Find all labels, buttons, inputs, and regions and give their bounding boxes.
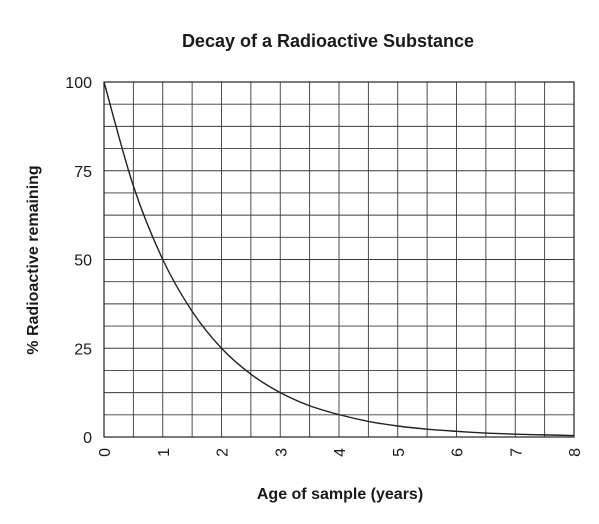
x-tick-label: 1: [156, 448, 173, 457]
y-tick-label: 0: [83, 430, 92, 447]
y-tick-label: 25: [74, 341, 92, 358]
y-axis-label: % Radioactive remaining: [25, 165, 42, 354]
x-tick-label: 5: [391, 448, 408, 457]
x-tick-label: 0: [97, 448, 114, 457]
x-axis-label: Age of sample (years): [257, 486, 423, 503]
x-tick-label: 8: [567, 448, 584, 457]
x-tick-label: 7: [508, 448, 525, 457]
x-tick-label: 4: [332, 448, 349, 457]
y-tick-label: 50: [74, 253, 92, 270]
y-tick-label: 75: [74, 164, 92, 181]
plot-frame: [103, 81, 575, 438]
grid-lines: [104, 82, 574, 437]
y-tick-labels: 0 25 50 75 100: [65, 75, 92, 447]
x-tick-label: 2: [215, 448, 232, 457]
x-tick-label: 6: [450, 448, 467, 457]
x-tick-label: 3: [273, 448, 290, 457]
x-tick-labels: 0 1 2 3 4 5 6 7 8: [97, 448, 584, 457]
chart-title: Decay of a Radioactive Substance: [182, 31, 474, 51]
decay-curve: [103, 81, 575, 437]
y-tick-label: 100: [65, 75, 92, 92]
